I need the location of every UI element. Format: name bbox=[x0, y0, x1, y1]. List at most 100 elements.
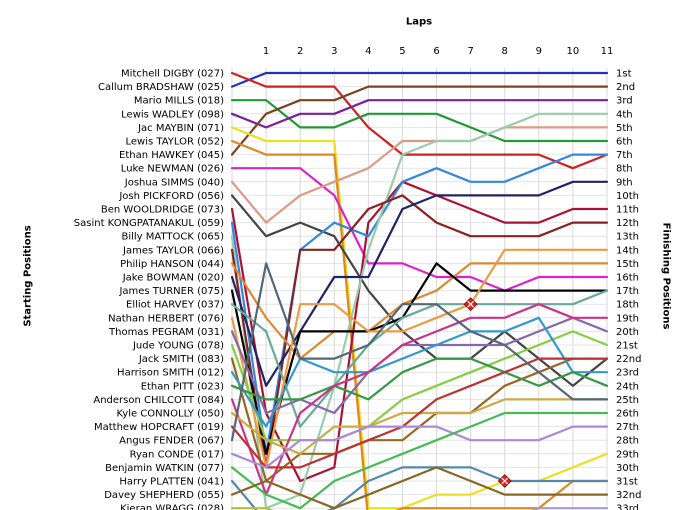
starting-position-label: Davey SHEPHERD (055) bbox=[104, 490, 224, 501]
retirement-marker bbox=[497, 474, 512, 488]
x-axis-title: Laps bbox=[405, 16, 433, 28]
finishing-position-label: 29th bbox=[616, 449, 639, 460]
lap-tick-label: 11 bbox=[601, 46, 614, 57]
lap-tick-label: 1 bbox=[263, 46, 269, 57]
series-line bbox=[230, 139, 609, 510]
y-axis-title-left: Starting Positions bbox=[22, 225, 34, 327]
starting-position-labels: Mitchell DIGBY (027) Callum BRADSHAW (025… bbox=[74, 69, 224, 510]
lap-tick-label: 10 bbox=[567, 46, 580, 57]
marker-cross bbox=[501, 477, 509, 485]
starting-position-label: Mario MILLS (018) bbox=[134, 96, 224, 107]
finishing-position-label: 13th bbox=[616, 232, 639, 243]
starting-position-label: Josh PICKFORD (056) bbox=[118, 191, 224, 202]
lap-tick-label: 4 bbox=[365, 46, 371, 57]
starting-position-label: Jac MAYBIN (071) bbox=[137, 123, 224, 134]
starting-position-label: Ben WOOLDRIDGE (073) bbox=[101, 205, 224, 216]
starting-position-label: Jake BOWMAN (020) bbox=[122, 273, 224, 284]
lap-tick-label: 8 bbox=[502, 46, 508, 57]
series-line bbox=[230, 248, 609, 469]
starting-position-label: Jude YOUNG (078) bbox=[132, 341, 224, 352]
series-line bbox=[230, 466, 609, 510]
finishing-position-label: 2nd bbox=[616, 82, 635, 93]
starting-position-label: Callum BRADSHAW (025) bbox=[98, 82, 224, 93]
finishing-position-label: 4th bbox=[616, 109, 633, 120]
chart-series bbox=[230, 71, 609, 510]
starting-position-label: Ethan PITT (023) bbox=[141, 381, 224, 392]
finishing-position-label: 14th bbox=[616, 245, 639, 256]
series-line bbox=[230, 99, 609, 129]
finishing-position-label: 8th bbox=[616, 164, 633, 175]
finishing-position-label: 28th bbox=[616, 436, 639, 447]
finishing-position-label: 12th bbox=[616, 218, 639, 229]
starting-position-label: Lewis TAYLOR (052) bbox=[125, 137, 224, 148]
starting-position-label: Ryan CONDE (017) bbox=[130, 449, 224, 460]
series-line bbox=[230, 289, 609, 428]
starting-position-label: Thomas PEGRAM (031) bbox=[108, 327, 224, 338]
series-line bbox=[230, 71, 609, 88]
finishing-position-label: 31st bbox=[616, 477, 638, 488]
finishing-position-label: 25th bbox=[616, 395, 639, 406]
finishing-position-label: 11th bbox=[616, 205, 639, 216]
lap-tick-label: 2 bbox=[297, 46, 303, 57]
series-line bbox=[230, 330, 609, 442]
series-line bbox=[230, 466, 609, 510]
finishing-position-label: 10th bbox=[616, 191, 639, 202]
lap-tick-labels: 1 2 3 4 5 6 7 8 9 10 11 bbox=[263, 46, 613, 57]
series-line bbox=[230, 85, 609, 156]
starting-position-label: Luke NEWMAN (026) bbox=[121, 164, 224, 175]
finishing-position-label: 17th bbox=[616, 286, 639, 297]
finishing-position-label: 18th bbox=[616, 300, 639, 311]
finishing-position-label: 5th bbox=[616, 123, 633, 134]
starting-position-label: Angus FENDER (067) bbox=[119, 436, 224, 447]
finishing-position-label: 9th bbox=[616, 177, 633, 188]
series-line bbox=[230, 99, 609, 143]
finishing-position-label: 16th bbox=[616, 273, 639, 284]
starting-position-label: Matthew HOPCRAFT (019) bbox=[94, 422, 224, 433]
finishing-position-labels: 1st 2nd 3rd 4th 5th 6th 7th 8th 9th 10th 11th 12th 1… bbox=[616, 69, 641, 510]
series-line bbox=[230, 167, 609, 292]
finishing-position-label: 24th bbox=[616, 381, 639, 392]
lap-tick-label: 6 bbox=[433, 46, 439, 57]
starting-position-label: Harry PLATTEN (041) bbox=[119, 477, 224, 488]
starting-position-label: Harrison SMITH (012) bbox=[117, 368, 224, 379]
finishing-position-label: 1st bbox=[616, 69, 632, 80]
starting-position-label: James TURNER (075) bbox=[118, 286, 224, 297]
series-line bbox=[230, 357, 609, 469]
finishing-position-label: 33rd bbox=[616, 504, 639, 510]
series-line bbox=[230, 303, 609, 496]
finishing-position-label: 26th bbox=[616, 409, 639, 420]
series-line bbox=[230, 71, 609, 170]
lap-tick-label: 3 bbox=[331, 46, 337, 57]
starting-position-label: Sasint KONGPATANAKUL (059) bbox=[74, 218, 224, 229]
series-line bbox=[230, 180, 609, 483]
series-line bbox=[230, 316, 609, 428]
finishing-position-label: 30th bbox=[616, 463, 639, 474]
starting-position-label: Anderson CHILCOTT (084) bbox=[93, 395, 224, 406]
retirement-marker bbox=[463, 297, 478, 312]
finishing-position-label: 20th bbox=[616, 327, 639, 338]
finishing-position-label: 7th bbox=[616, 150, 633, 161]
starting-position-label: Philip HANSON (044) bbox=[120, 259, 224, 270]
finishing-position-label: 23rd bbox=[616, 368, 639, 379]
starting-position-label: Joshua SIMMS (040) bbox=[124, 177, 224, 188]
finishing-position-label: 6th bbox=[616, 137, 633, 148]
series-line bbox=[230, 316, 609, 415]
series-line bbox=[230, 112, 609, 510]
series-line bbox=[531, 507, 609, 510]
starting-position-label: Ethan HAWKEY (045) bbox=[119, 150, 224, 161]
chart-markers bbox=[463, 297, 512, 488]
finishing-position-label: 27th bbox=[616, 422, 639, 433]
marker-cross bbox=[467, 300, 475, 308]
lap-tick-label: 5 bbox=[399, 46, 405, 57]
lap-tick-label: 9 bbox=[536, 46, 542, 57]
series-line bbox=[230, 425, 609, 469]
starting-position-label: Lewis WADLEY (098) bbox=[121, 109, 224, 120]
finishing-position-label: 19th bbox=[616, 313, 639, 324]
starting-position-label: Billy MATTOCK (065) bbox=[121, 232, 224, 243]
y-axis-title-right: Finishing Positions bbox=[660, 222, 672, 330]
finishing-position-label: 15th bbox=[616, 259, 639, 270]
starting-position-label: Jack SMITH (083) bbox=[138, 354, 224, 365]
series-line bbox=[230, 126, 609, 224]
series-line bbox=[230, 126, 609, 510]
